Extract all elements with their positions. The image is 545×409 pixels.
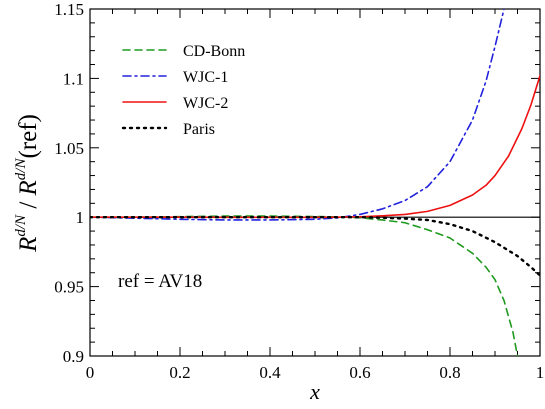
legend: CD-Bonn WJC-1 WJC-2 Paris [121,43,245,138]
y-tick-label: 1.05 [54,139,84,158]
plot-frame [89,8,541,357]
x-tick-label: 0.8 [439,363,460,382]
y-axis-title-base2: R [15,180,42,196]
y-tick-label: 0.95 [54,278,84,297]
y-tick-label: 1 [76,208,85,227]
annotation-ref: ref = AV18 [118,271,202,292]
legend-label-wjc-1: WJC-1 [183,69,228,86]
y-axis-title-sep: / [15,195,42,214]
legend-label-cd-bonn: CD-Bonn [183,43,245,60]
series-line-wjc-1 [90,9,505,221]
y-axis-title-sup2: d/N [13,158,29,181]
y-tick-label: 1.15 [54,0,84,19]
y-axis-title: Rd/N / Rd/N(ref) [13,114,42,253]
y-tick-label: 1.1 [63,69,84,88]
y-tick-labels: 0.9 0.95 1 1.05 1.1 1.15 [54,0,84,366]
x-tick-label: 1 [536,363,545,382]
y-axis-title-sup1: d/N [13,214,29,237]
x-tick-label: 0 [86,363,95,382]
x-tick-label: 0.6 [349,363,370,382]
y-tick-label: 0.9 [63,347,84,366]
axis-ticks [89,8,541,357]
y-axis-title-tail: (ref) [15,114,42,158]
series-line-wjc-2 [90,74,540,219]
legend-label-wjc-2: WJC-2 [183,95,228,112]
series-line-paris [90,215,540,277]
x-tick-label: 0.2 [169,363,190,382]
legend-label-paris: Paris [183,121,215,138]
x-tick-labels: 0 0.2 0.4 0.6 0.8 1 [86,363,545,382]
series-lines [90,9,540,356]
y-axis-title-base1: R [15,237,42,253]
x-axis-title: x [309,379,320,404]
x-tick-label: 0.4 [259,363,281,382]
